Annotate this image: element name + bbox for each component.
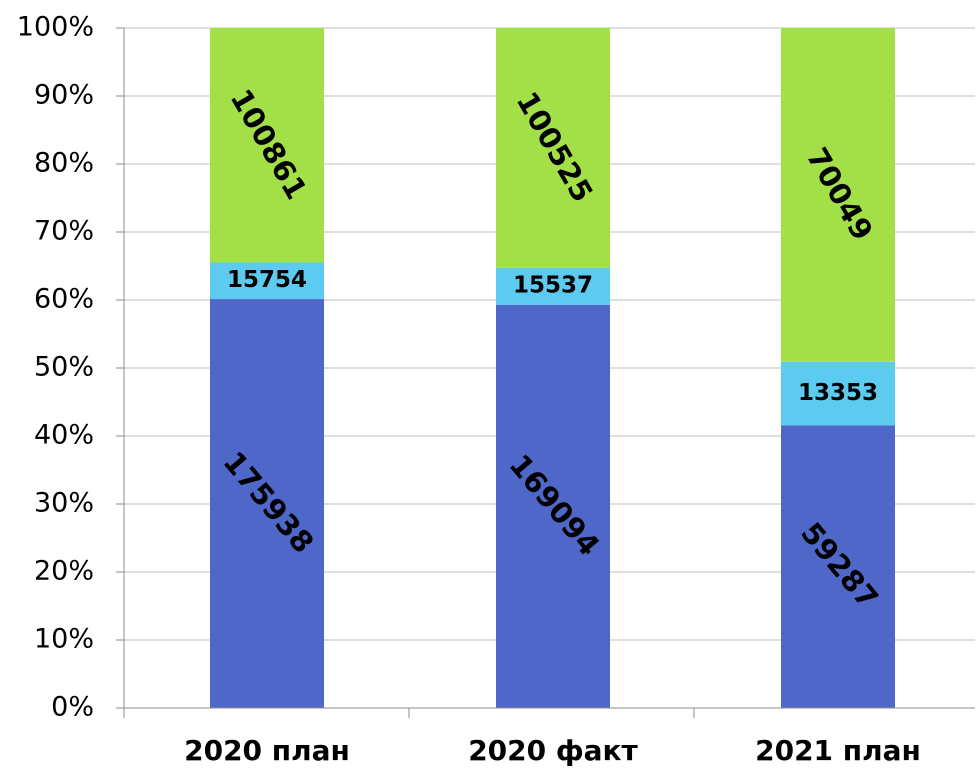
x-category-label: 2020 план xyxy=(184,734,350,767)
data-label: 13353 xyxy=(798,380,878,406)
x-category-label: 2020 факт xyxy=(468,734,638,767)
bar-segment xyxy=(496,28,610,268)
bar-segment xyxy=(781,28,895,362)
y-tick-label: 80% xyxy=(34,148,94,179)
bar-segment xyxy=(496,267,610,305)
x-category-labels: 2020 план 2020 факт 2021 план xyxy=(184,734,921,767)
data-label: 15754 xyxy=(227,267,307,293)
bar-segment xyxy=(210,299,324,708)
bar-segment xyxy=(496,304,610,708)
y-tick-label: 90% xyxy=(34,80,94,111)
y-tick-label: 20% xyxy=(34,556,94,587)
y-tick-label: 0% xyxy=(51,692,94,723)
y-tick-label: 10% xyxy=(34,624,94,655)
y-tick-label: 30% xyxy=(34,488,94,519)
data-label: 15537 xyxy=(513,273,593,299)
y-tick-label: 50% xyxy=(34,352,94,383)
y-tick-label: 70% xyxy=(34,216,94,247)
x-category-label: 2021 план xyxy=(755,734,921,767)
bar-segment xyxy=(210,262,324,300)
y-tick-label: 60% xyxy=(34,284,94,315)
bar-segment xyxy=(781,361,895,426)
bar-segment xyxy=(210,28,324,263)
bar-segment xyxy=(781,425,895,708)
y-tick-label: 40% xyxy=(34,420,94,451)
y-tick-labels: 0% 10% 20% 30% 40% 50% 60% 70% 80% 90% 100% xyxy=(17,12,94,723)
axes xyxy=(116,27,975,718)
y-tick-label: 100% xyxy=(17,12,94,43)
bar-stacks xyxy=(210,28,895,708)
